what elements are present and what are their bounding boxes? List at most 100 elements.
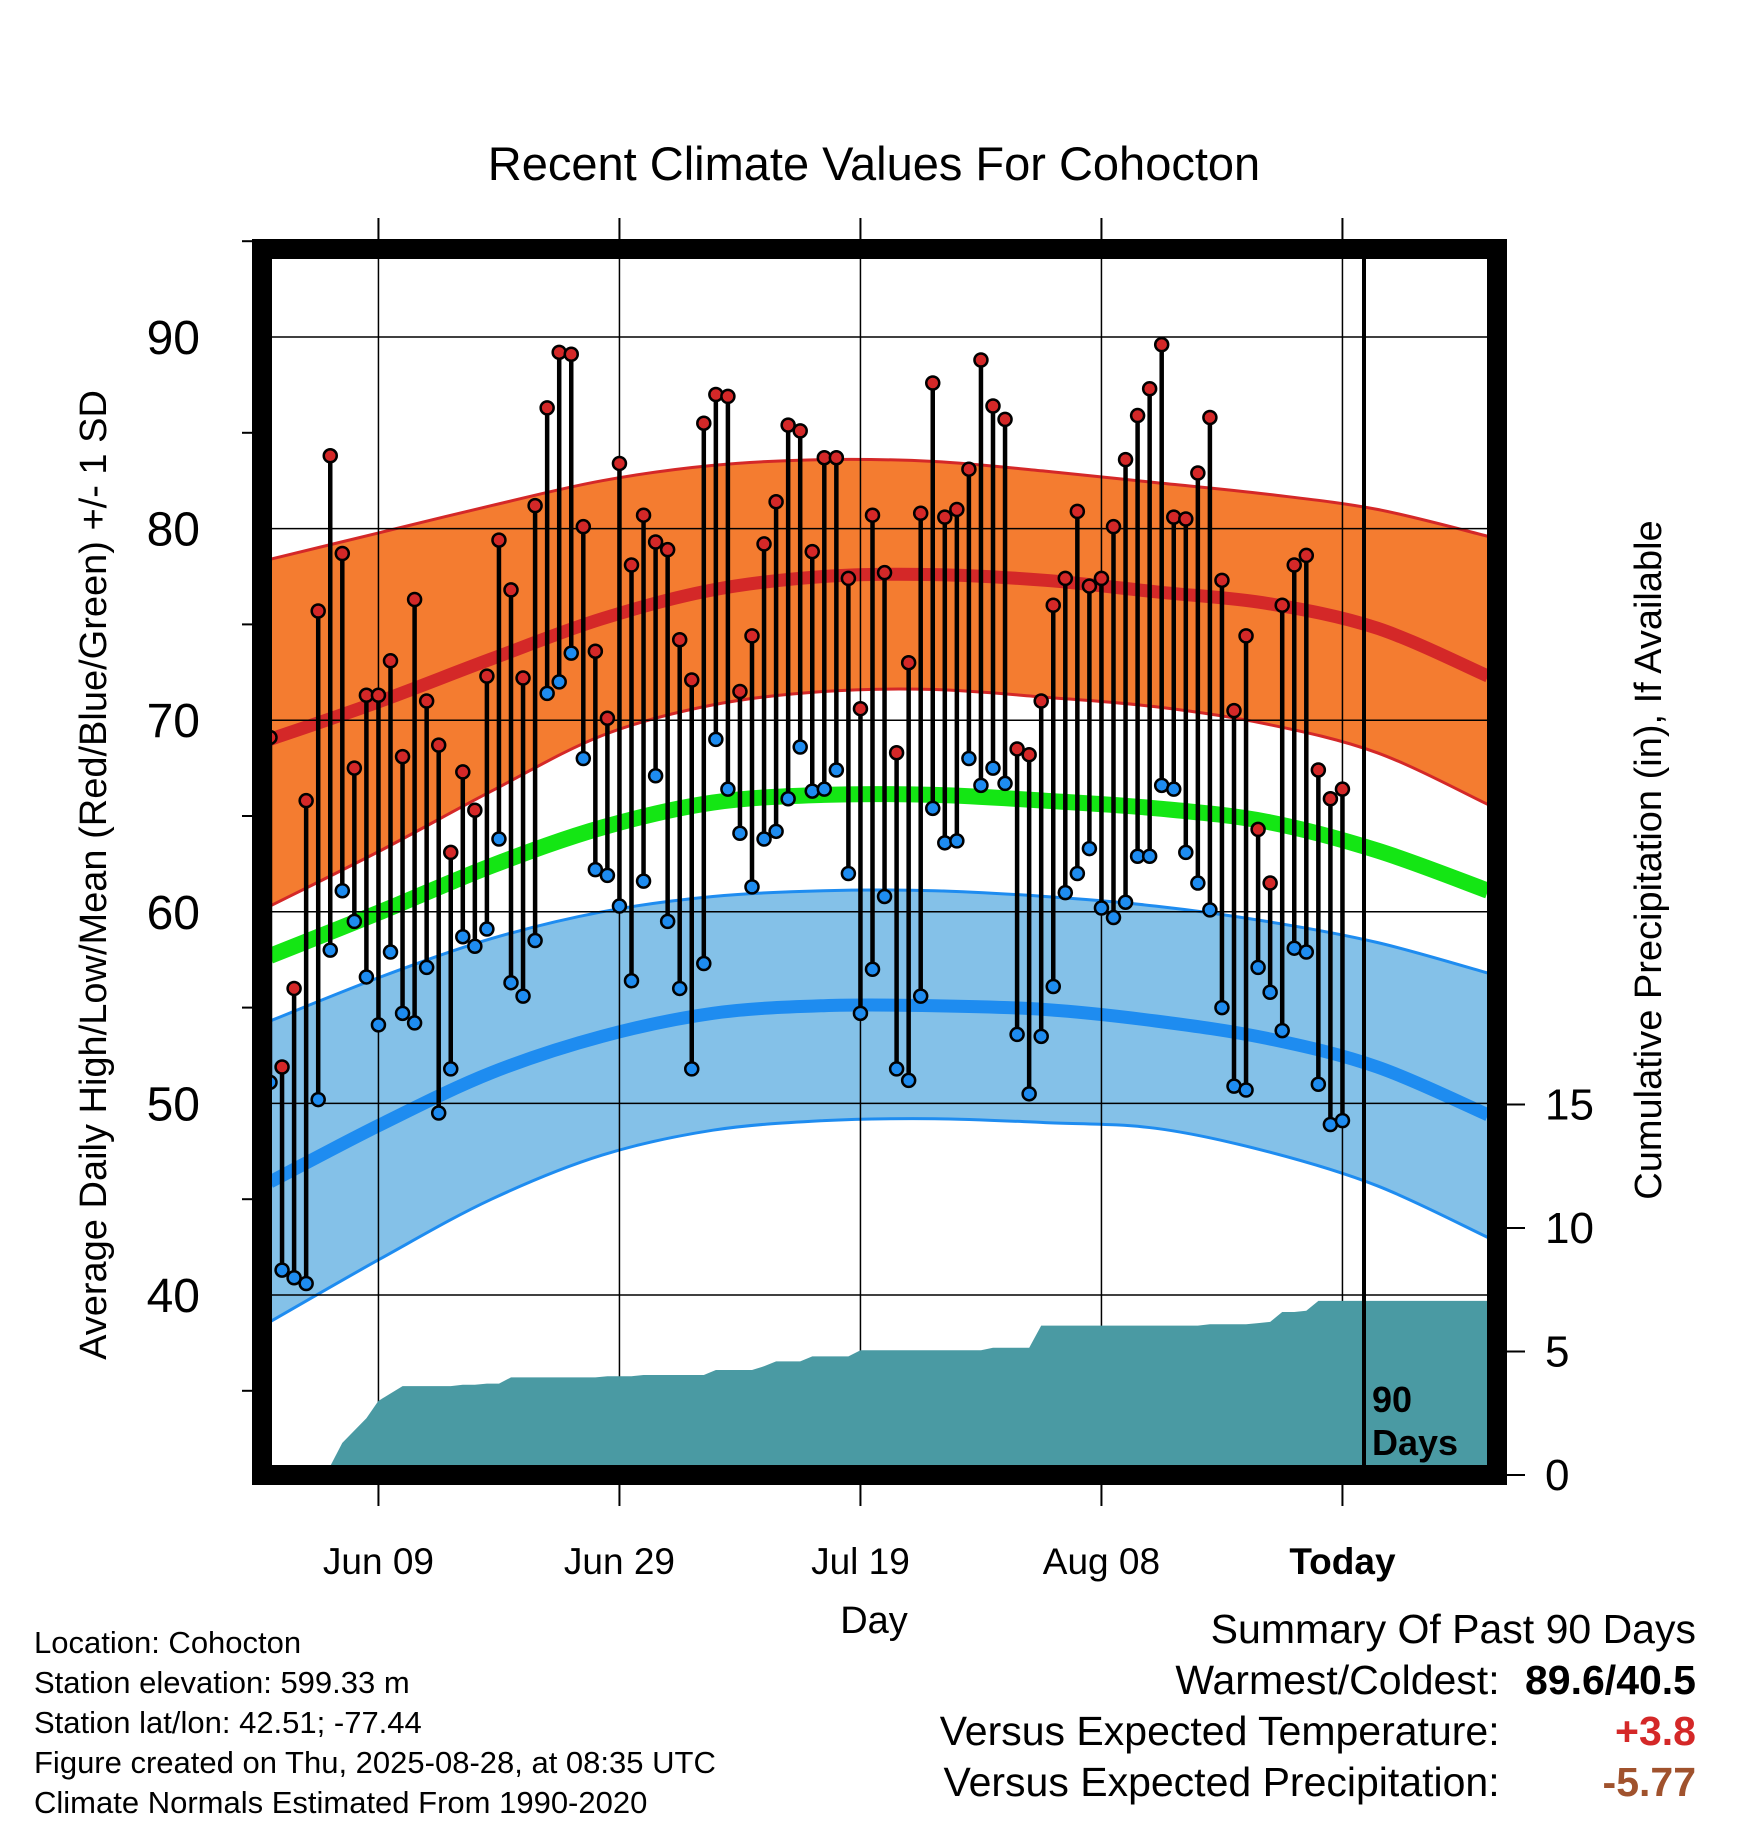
daily-temp-pair — [334, 545, 351, 899]
daily-high-point — [418, 693, 435, 709]
daily-low-point — [973, 777, 989, 794]
daily-low-point — [1298, 944, 1315, 960]
daily-low-point — [1045, 978, 1061, 995]
today-label-line2: Days — [1372, 1422, 1458, 1463]
daily-temp-pair — [1129, 407, 1146, 864]
daily-low-point — [1166, 781, 1182, 797]
y-tick-label: 70 — [147, 695, 200, 748]
daily-temp-pair — [792, 423, 808, 755]
daily-low-point — [370, 1017, 387, 1033]
daily-temp-pair — [1045, 597, 1061, 995]
daily-low-point — [659, 913, 676, 930]
daily-low-point — [382, 944, 399, 960]
x-tick-label: Jun 29 — [564, 1541, 675, 1582]
daily-high-point — [900, 654, 917, 671]
station-location: Location: Cohocton — [34, 1625, 302, 1660]
daily-low-point — [406, 1015, 423, 1031]
daily-temp-pair — [382, 653, 399, 960]
daily-temp-pair — [804, 543, 820, 799]
daily-high-point — [539, 400, 555, 416]
normal-mean-line — [267, 786, 1491, 964]
daily-low-point — [563, 645, 579, 661]
daily-temp-pair — [455, 764, 471, 945]
daily-high-point — [575, 518, 592, 535]
daily-low-point — [599, 867, 616, 884]
daily-low-point — [1190, 875, 1206, 891]
daily-temp-pair — [732, 683, 748, 841]
station-latlon: Station lat/lon: 42.51; -77.44 — [34, 1705, 422, 1740]
daily-high-point — [611, 455, 628, 472]
warmest-label: Warmest/Coldest: — [1175, 1657, 1500, 1703]
daily-high-point — [768, 494, 784, 510]
daily-high-point — [298, 792, 314, 809]
daily-low-point — [756, 831, 772, 847]
daily-low-point — [334, 882, 351, 899]
daily-temp-pair — [1274, 597, 1290, 1039]
daily-high-point — [912, 505, 929, 522]
daily-high-point — [744, 628, 760, 644]
daily-high-point — [1226, 702, 1242, 719]
chart-title: Recent Climate Values For Cohocton — [488, 137, 1260, 190]
daily-temp-pair — [1081, 578, 1098, 857]
daily-low-point — [985, 760, 1001, 776]
today-label-line1: 90 — [1372, 1379, 1412, 1420]
daily-high-point — [925, 375, 941, 391]
daily-low-point — [912, 988, 929, 1004]
daily-temp-pair — [274, 1059, 290, 1278]
daily-temp-pair — [937, 509, 953, 851]
daily-high-point — [961, 461, 977, 477]
daily-high-point — [334, 545, 351, 562]
daily-high-point — [696, 415, 712, 431]
daily-temp-pair — [575, 518, 592, 767]
y2-tick-label: 10 — [1545, 1204, 1594, 1253]
daily-high-point — [671, 631, 688, 648]
daily-temp-pair — [1069, 503, 1086, 882]
x-tick-label: Aug 08 — [1043, 1541, 1160, 1582]
daily-temp-pair — [443, 844, 459, 1077]
y-tick-label: 50 — [147, 1078, 200, 1131]
daily-low-point — [768, 823, 784, 840]
daily-high-point — [322, 448, 338, 464]
daily-low-point — [1105, 909, 1122, 926]
daily-high-point — [1214, 572, 1230, 589]
x-axis-label: Day — [840, 1600, 908, 1642]
daily-high-point — [1057, 570, 1074, 587]
daily-low-point — [720, 781, 736, 797]
daily-low-point — [1057, 884, 1074, 901]
summary-panel: Summary Of Past 90 Days Warmest/Coldest:… — [940, 1604, 1696, 1808]
daily-high-point — [876, 564, 893, 581]
daily-high-point — [1141, 380, 1158, 397]
daily-low-point — [708, 731, 724, 748]
warmest-value: 89.6/40.5 — [1525, 1657, 1696, 1703]
daily-low-point — [1262, 984, 1278, 1001]
daily-low-point — [539, 685, 555, 702]
daily-high-point — [286, 980, 302, 997]
daily-low-point — [1141, 848, 1158, 864]
daily-low-point — [503, 974, 519, 991]
daily-low-point — [732, 825, 748, 841]
daily-temp-pair — [720, 388, 736, 797]
daily-high-point — [1286, 557, 1302, 573]
daily-high-point — [479, 668, 495, 684]
summary-warmest-row: Warmest/Coldest: 89.6/40.5 — [940, 1655, 1696, 1706]
y2-tick-label: 15 — [1545, 1081, 1594, 1130]
normal-high-sd-band — [270, 459, 1488, 907]
daily-low-point — [696, 955, 712, 972]
daily-temp-pair — [623, 557, 640, 989]
daily-temp-pair — [768, 494, 784, 840]
daily-high-point — [587, 643, 604, 659]
daily-low-point — [1021, 1086, 1037, 1102]
daily-temp-pair — [1057, 570, 1074, 901]
daily-low-point — [1238, 1082, 1254, 1098]
daily-low-point — [310, 1091, 326, 1108]
daily-temp-pair — [551, 344, 567, 690]
daily-low-point — [575, 750, 592, 767]
daily-temp-pair — [635, 507, 652, 889]
daily-temp-pair — [587, 643, 604, 878]
daily-low-point — [286, 1270, 302, 1286]
daily-high-point — [1178, 511, 1194, 527]
daily-temp-pair — [696, 415, 712, 972]
daily-temp-pair — [1141, 380, 1158, 864]
daily-temp-pair — [1298, 547, 1315, 960]
daily-temp-pair — [949, 501, 965, 849]
